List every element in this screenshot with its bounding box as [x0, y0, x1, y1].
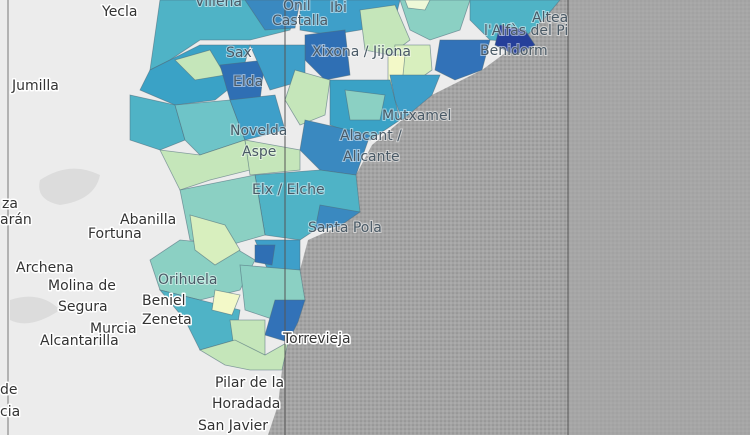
place-label: Castalla — [272, 13, 328, 29]
place-label: Novelda — [230, 123, 287, 139]
place-label: cia — [0, 404, 20, 420]
place-label: Fortuna — [88, 226, 142, 242]
place-label: Murcia — [90, 321, 137, 337]
place-label: Alicante — [343, 149, 400, 165]
sea-tile — [568, 0, 750, 435]
place-label: Mutxamel — [382, 108, 451, 124]
place-label: Villena — [195, 0, 242, 10]
place-label: arán — [0, 212, 32, 228]
place-label: za — [2, 196, 18, 212]
place-label: Ibi — [330, 0, 347, 16]
place-label: Sax — [226, 45, 252, 61]
place-label: Elx / Elche — [252, 182, 325, 198]
place-label: de — [0, 382, 18, 398]
place-label: Horadada — [212, 396, 280, 412]
place-label: Archena — [16, 260, 74, 276]
place-label: Elda — [233, 74, 263, 90]
place-label: Onil — [283, 0, 311, 14]
place-labels: Yecla Villena Onil Ibi Castalla Sax Xixo… — [0, 0, 569, 435]
place-label: l'Alfàs del Pi — [484, 23, 568, 39]
place-label: Alcantarilla — [40, 333, 119, 349]
place-label: Pilar de la — [215, 375, 284, 391]
place-label: Benidorm — [480, 43, 548, 59]
place-label: Alacant / — [340, 128, 402, 144]
place-label: Beniel — [142, 293, 185, 309]
place-label: Abanilla — [120, 212, 176, 228]
place-label: Santa Pola — [308, 220, 382, 236]
place-label: Aspe — [242, 144, 276, 160]
place-label: Yecla — [101, 4, 137, 20]
place-label: Orihuela — [158, 272, 218, 288]
place-label: San Javier — [198, 418, 268, 434]
place-label: Altea — [532, 10, 568, 26]
place-label: Jumilla — [11, 78, 59, 94]
place-label: Molina de — [48, 278, 116, 294]
place-label: Segura — [58, 299, 108, 315]
place-label: Xixona / Jijona — [312, 44, 411, 60]
place-label: Zeneta — [142, 312, 192, 328]
place-label: Torrevieja — [282, 331, 351, 347]
regions — [129, 0, 561, 371]
terrain — [10, 168, 100, 324]
